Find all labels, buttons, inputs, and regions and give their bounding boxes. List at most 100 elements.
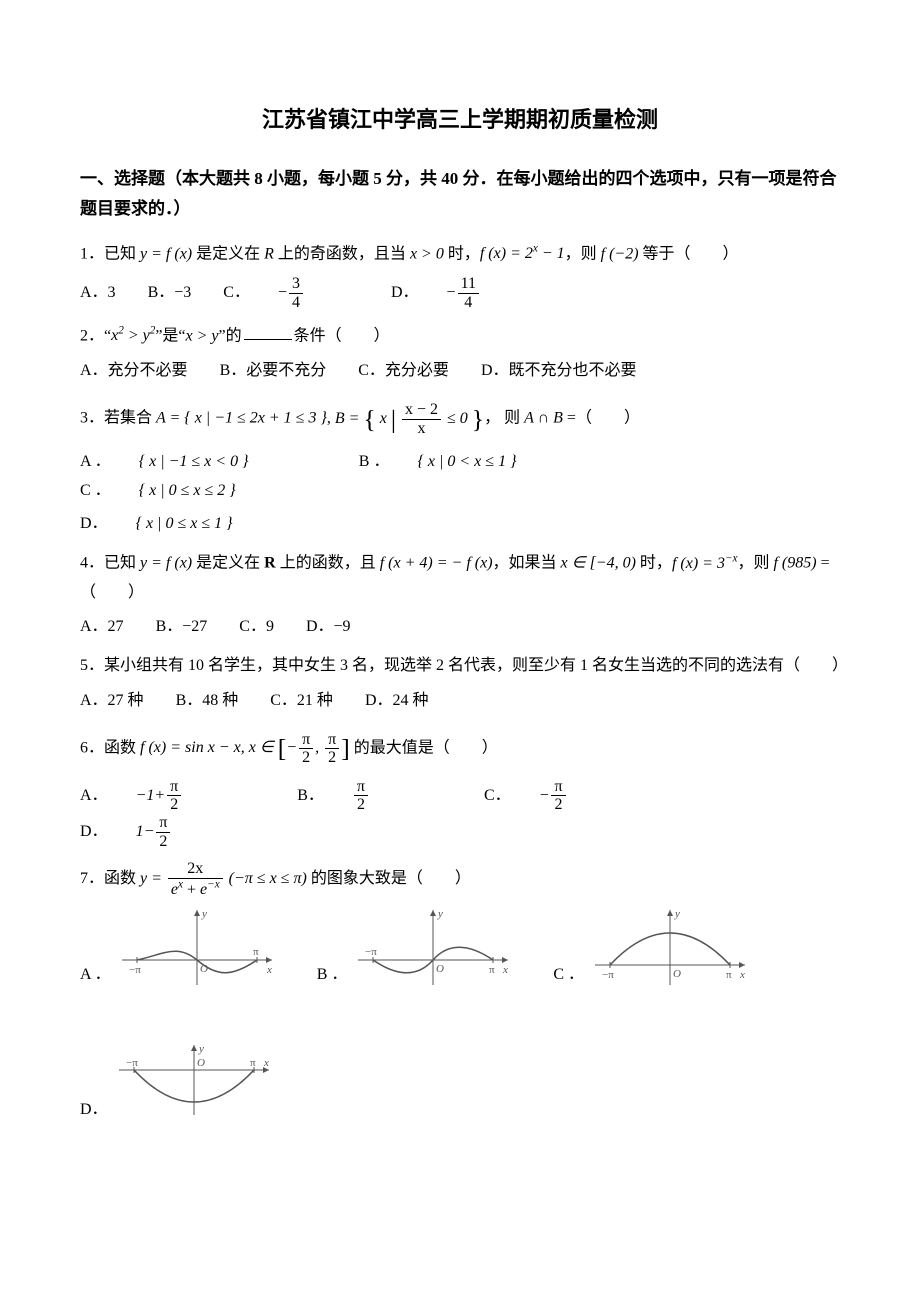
q4-C: C．9 bbox=[239, 618, 274, 635]
q1-text: 1．已知 bbox=[80, 245, 140, 262]
q1-R: R bbox=[264, 245, 274, 262]
q7-graph-B-svg: y x O −π π bbox=[353, 905, 513, 990]
q1-D: D．−114 bbox=[391, 284, 535, 301]
q3-opt-D: D．{ x | 0 ≤ x ≤ 1 } bbox=[80, 510, 812, 539]
svg-text:y: y bbox=[201, 908, 207, 920]
q1-expr-yfx: y = f (x) bbox=[140, 245, 192, 262]
svg-text:O: O bbox=[197, 1057, 205, 1069]
q4-fx4: f (x + 4) = − f (x) bbox=[380, 555, 493, 572]
q7-graph-C-svg: y x O −π π bbox=[590, 905, 750, 990]
q1-text4: 时， bbox=[444, 245, 480, 262]
q3-B-set: { x | 0 < x ≤ 1 } bbox=[417, 453, 516, 470]
q3-options: A ．{ x | −1 ≤ x < 0 } B ．{ x | 0 < x ≤ 1… bbox=[80, 448, 840, 538]
question-2: 2．“x2 > y2”是“x > y”的 条件（ ） bbox=[80, 321, 840, 351]
q3-A-inner: x | −1 ≤ 2x + 1 ≤ 3 bbox=[195, 410, 317, 427]
q6-C-den: 2 bbox=[551, 796, 565, 814]
q1-fneg2: f (−2) bbox=[601, 245, 639, 262]
svg-text:y: y bbox=[437, 908, 443, 920]
q4-after: 上的函数，且 bbox=[276, 555, 380, 572]
svg-text:π: π bbox=[250, 1057, 256, 1069]
q1-C: C．−34 bbox=[223, 284, 359, 301]
q2-A: A．充分不必要 bbox=[80, 362, 188, 379]
q3-C-pre: C ． bbox=[80, 482, 111, 499]
section-heading: 一、选择题（本大题共 8 小题，每小题 5 分，共 40 分．在每小题给出的四个… bbox=[80, 164, 840, 225]
q3-AcapB: A ∩ B bbox=[524, 410, 563, 427]
q5-options: A．27 种 B．48 种 C．21 种 D．24 种 bbox=[80, 687, 840, 716]
q7-graph-B: B ． y x O −π π bbox=[317, 905, 514, 990]
q7-graph-D-svg: y x O −π π bbox=[114, 1040, 274, 1125]
q4-B: B．−27 bbox=[156, 618, 208, 635]
svg-text:π: π bbox=[489, 964, 495, 976]
q4-D: D．−9 bbox=[306, 618, 351, 635]
q1-D-pre: D． bbox=[391, 284, 419, 301]
q6-range-num2: π bbox=[325, 731, 339, 750]
q4-A: A．27 bbox=[80, 618, 124, 635]
q1-C-den: 4 bbox=[289, 294, 303, 312]
q6-range-den2: 2 bbox=[325, 749, 339, 767]
q7-num: 2x bbox=[168, 860, 223, 879]
q2-options: A．充分不必要 B．必要不充分 C．充分必要 D．既不充分也不必要 bbox=[80, 357, 840, 386]
q2-mid: ”是“ bbox=[155, 327, 185, 344]
q2-B: B．必要不充分 bbox=[220, 362, 327, 379]
q4-R: R bbox=[264, 555, 276, 572]
q3-pre: 3．若集合 bbox=[80, 410, 156, 427]
q4-yfx: y = f (x) bbox=[140, 555, 192, 572]
q4-time: 时， bbox=[636, 555, 672, 572]
q4-if: ，如果当 bbox=[493, 555, 561, 572]
question-3: 3．若集合 A = { x | −1 ≤ 2x + 1 ≤ 3 }, B = {… bbox=[80, 396, 840, 442]
q4-pre: 4．已知 bbox=[80, 555, 140, 572]
q6-pre: 6．函数 bbox=[80, 739, 140, 756]
page-title: 江苏省镇江中学高三上学期期初质量检测 bbox=[80, 100, 840, 140]
q5-C: C．21 种 bbox=[270, 692, 333, 709]
q2-end: 条件（ ） bbox=[294, 327, 390, 344]
q3-eq: =（ ） bbox=[563, 410, 640, 427]
q4-options: A．27 B．−27 C．9 D．−9 bbox=[80, 613, 840, 642]
q2-x2y2: x2 > y2 bbox=[111, 327, 155, 344]
q2-C: C．充分必要 bbox=[358, 362, 449, 379]
svg-text:O: O bbox=[200, 963, 208, 975]
q2-post: ”的 bbox=[219, 327, 242, 344]
q7-graph-D: D． y x O −π π bbox=[80, 1040, 274, 1125]
q6-A-num: π bbox=[167, 778, 181, 797]
q3-B-den: x bbox=[402, 420, 441, 438]
q2-blank bbox=[244, 323, 292, 340]
q6-end: 的最大值是（ ） bbox=[350, 739, 498, 756]
q3-C-set: { x | 0 ≤ x ≤ 2 } bbox=[139, 482, 236, 499]
q3-B-num: x − 2 bbox=[402, 401, 441, 420]
q3-opt-C: C ． { x | 0 ≤ x ≤ 2 } bbox=[80, 477, 331, 506]
svg-text:y: y bbox=[198, 1043, 204, 1055]
q6-C-num: π bbox=[551, 778, 565, 797]
q6-range-num1: π bbox=[299, 731, 313, 750]
svg-text:x: x bbox=[263, 1057, 269, 1069]
q4-f985: f (985) bbox=[773, 555, 816, 572]
q4-mid: 是定义在 bbox=[192, 555, 264, 572]
q6-A-pre: A． bbox=[80, 787, 108, 804]
q5-D: D．24 种 bbox=[365, 692, 429, 709]
q3-A: A = { x | −1 ≤ 2x + 1 ≤ 3 } bbox=[156, 410, 327, 427]
q2-D: D．既不充分也不必要 bbox=[481, 362, 637, 379]
svg-text:y: y bbox=[674, 908, 680, 920]
question-1: 1．已知 y = f (x) 是定义在 R 上的奇函数，且当 x > 0 时，f… bbox=[80, 239, 840, 269]
q5-A: A．27 种 bbox=[80, 692, 144, 709]
q1-text5: ，则 bbox=[565, 245, 601, 262]
q7-pre: 7．函数 bbox=[80, 870, 140, 887]
q1-A: A．3 bbox=[80, 284, 116, 301]
q2-pre: 2．“ bbox=[80, 327, 111, 344]
q1-fx: f (x) = 2x − 1 bbox=[480, 245, 565, 262]
q6-B-num: π bbox=[354, 778, 368, 797]
q6-C: C．−π2 bbox=[484, 787, 650, 804]
svg-text:π: π bbox=[253, 946, 259, 958]
svg-text:−π: −π bbox=[365, 946, 377, 958]
svg-text:π: π bbox=[726, 969, 732, 981]
q7-graph-C: C ． y x O −π π bbox=[553, 905, 750, 990]
svg-text:−π: −π bbox=[126, 1057, 138, 1069]
q6-D: D．1−π2 bbox=[80, 823, 254, 840]
svg-text:O: O bbox=[436, 963, 444, 975]
q2-xgty: x > y bbox=[186, 327, 219, 344]
q3-comma: , bbox=[327, 410, 335, 427]
q3-A-pre: A ． bbox=[80, 453, 111, 470]
q1-text2: 是定义在 bbox=[192, 245, 264, 262]
q3-D-pre: D． bbox=[80, 515, 108, 532]
question-5: 5．某小组共有 10 名学生，其中女生 3 名，现选举 2 名代表，则至少有 1… bbox=[80, 652, 840, 681]
q7-A-label: A ． bbox=[80, 961, 111, 990]
